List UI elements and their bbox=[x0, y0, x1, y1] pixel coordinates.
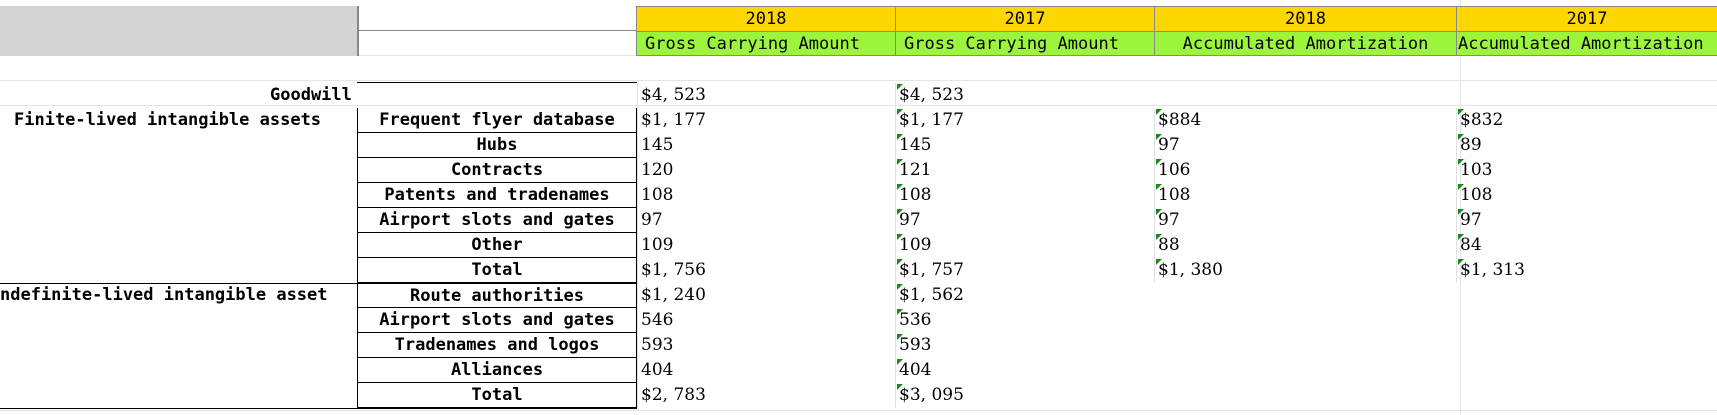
value-cell[interactable]: 404 bbox=[637, 358, 895, 383]
column-header-2[interactable]: Gross Carrying Amount bbox=[895, 31, 1154, 56]
value-cell[interactable]: $1, 757 bbox=[895, 258, 1154, 283]
group-divider bbox=[0, 283, 358, 284]
row-label[interactable]: Total bbox=[357, 383, 637, 408]
value-cell[interactable]: 97 bbox=[1154, 208, 1456, 233]
year-header-3[interactable]: 2018 bbox=[1154, 6, 1456, 31]
value-cell[interactable]: $3, 095 bbox=[895, 383, 1154, 408]
row-label[interactable]: Alliances bbox=[357, 358, 637, 383]
group-divider bbox=[357, 82, 637, 83]
value-cell[interactable]: 536 bbox=[895, 308, 1154, 333]
row-label[interactable]: Route authorities bbox=[357, 283, 637, 308]
value-cell[interactable]: 108 bbox=[637, 183, 895, 208]
gridline bbox=[0, 80, 1717, 81]
column-header-1[interactable]: Gross Carrying Amount bbox=[636, 31, 895, 56]
value-cell[interactable]: 103 bbox=[1456, 158, 1717, 183]
value-cell[interactable]: 593 bbox=[637, 333, 895, 358]
value-cell[interactable]: 106 bbox=[1154, 158, 1456, 183]
finite-group-label[interactable]: Finite-lived intangible assets bbox=[14, 110, 322, 130]
value-cell[interactable]: 145 bbox=[637, 133, 895, 158]
gridline bbox=[1460, 0, 1461, 415]
value-cell[interactable]: $1, 177 bbox=[895, 108, 1154, 133]
header-divider bbox=[358, 30, 636, 31]
row-label[interactable]: Tradenames and logos bbox=[357, 333, 637, 358]
row-label[interactable]: Other bbox=[357, 233, 637, 258]
value-cell[interactable]: $1, 240 bbox=[637, 283, 895, 308]
header-corner-cell[interactable] bbox=[0, 6, 358, 56]
value-cell[interactable]: 109 bbox=[637, 233, 895, 258]
column-header-3[interactable]: Accumulated Amortization bbox=[1154, 31, 1456, 56]
value-cell[interactable]: 84 bbox=[1456, 233, 1717, 258]
row-label[interactable]: Airport slots and gates bbox=[357, 308, 637, 333]
value-cell[interactable]: $1, 756 bbox=[637, 258, 895, 283]
indefinite-group-label[interactable]: ndefinite-lived intangible asset bbox=[0, 285, 328, 305]
value-cell[interactable]: 109 bbox=[895, 233, 1154, 258]
row-label[interactable]: Hubs bbox=[357, 133, 637, 158]
group-divider bbox=[0, 408, 637, 409]
gridline bbox=[0, 410, 1717, 411]
goodwill-label[interactable]: Goodwill bbox=[270, 85, 352, 105]
value-cell[interactable]: $884 bbox=[1154, 108, 1456, 133]
value-cell[interactable]: $1, 313 bbox=[1456, 258, 1717, 283]
value-cell[interactable]: $4, 523 bbox=[637, 83, 895, 108]
value-cell[interactable]: 97 bbox=[1456, 208, 1717, 233]
value-cell[interactable]: 108 bbox=[1154, 183, 1456, 208]
value-cell[interactable]: 120 bbox=[637, 158, 895, 183]
value-cell[interactable]: 546 bbox=[637, 308, 895, 333]
value-cell[interactable]: 145 bbox=[895, 133, 1154, 158]
row-label[interactable]: Total bbox=[357, 258, 637, 283]
value-cell[interactable]: $832 bbox=[1456, 108, 1717, 133]
value-cell[interactable]: $1, 562 bbox=[895, 283, 1154, 308]
value-cell[interactable]: $1, 177 bbox=[637, 108, 895, 133]
year-header-1[interactable]: 2018 bbox=[636, 6, 895, 31]
row-label[interactable]: Frequent flyer database bbox=[357, 108, 637, 133]
value-cell[interactable]: 593 bbox=[895, 333, 1154, 358]
value-cell[interactable]: 121 bbox=[895, 158, 1154, 183]
value-cell[interactable]: 88 bbox=[1154, 233, 1456, 258]
value-cell[interactable]: $2, 783 bbox=[637, 383, 895, 408]
value-cell[interactable]: 97 bbox=[895, 208, 1154, 233]
row-label[interactable]: Contracts bbox=[357, 158, 637, 183]
value-cell[interactable]: 108 bbox=[895, 183, 1154, 208]
column-header-4[interactable]: Accumulated Amortization bbox=[1456, 31, 1717, 56]
value-cell[interactable]: 108 bbox=[1456, 183, 1717, 208]
year-header-4[interactable]: 2017 bbox=[1456, 6, 1717, 31]
value-cell[interactable]: 97 bbox=[637, 208, 895, 233]
row-label[interactable]: Airport slots and gates bbox=[357, 208, 637, 233]
value-cell[interactable]: 89 bbox=[1456, 133, 1717, 158]
gridline bbox=[0, 105, 1717, 106]
header-divider bbox=[357, 6, 359, 56]
year-header-2[interactable]: 2017 bbox=[895, 6, 1154, 31]
row-label[interactable]: Patents and tradenames bbox=[357, 183, 637, 208]
value-cell[interactable]: 97 bbox=[1154, 133, 1456, 158]
value-cell[interactable]: $4, 523 bbox=[895, 83, 1154, 108]
value-cell[interactable]: $1, 380 bbox=[1154, 258, 1456, 283]
value-cell[interactable]: 404 bbox=[895, 358, 1154, 383]
